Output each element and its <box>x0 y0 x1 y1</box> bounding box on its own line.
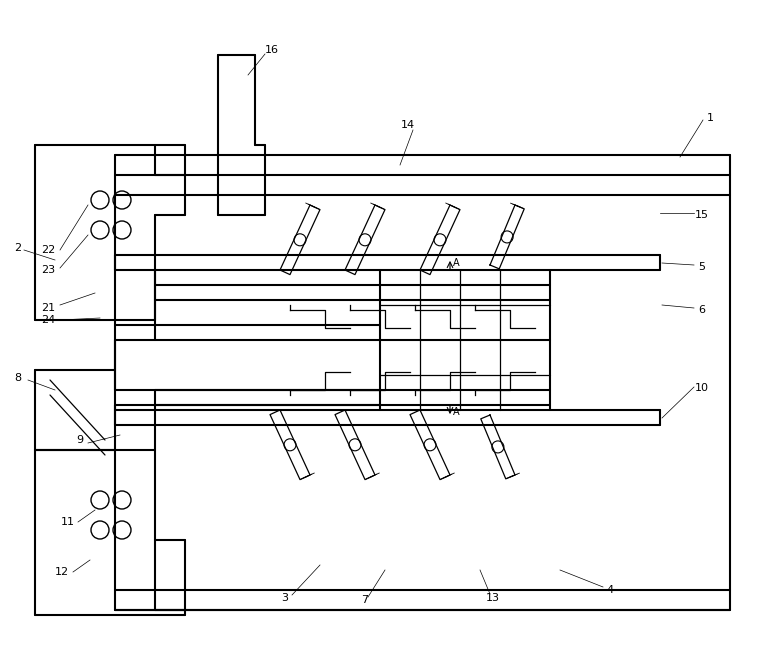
Text: A: A <box>452 258 459 268</box>
Text: 3: 3 <box>282 593 288 603</box>
Text: 4: 4 <box>607 585 613 595</box>
Text: 21: 21 <box>41 303 55 313</box>
Text: 9: 9 <box>76 435 84 445</box>
Text: 10: 10 <box>695 383 709 393</box>
Text: 6: 6 <box>698 305 706 315</box>
Text: 16: 16 <box>265 45 279 55</box>
Text: 14: 14 <box>401 120 415 130</box>
Text: 7: 7 <box>362 595 369 605</box>
Text: 1: 1 <box>707 113 713 123</box>
Text: 8: 8 <box>14 373 21 383</box>
Text: 22: 22 <box>41 245 55 255</box>
Text: 5: 5 <box>698 262 706 272</box>
Text: 11: 11 <box>61 517 75 527</box>
Text: 13: 13 <box>486 593 500 603</box>
Text: 12: 12 <box>55 567 69 577</box>
Text: 15: 15 <box>695 210 709 220</box>
Text: A: A <box>452 407 459 417</box>
Text: 23: 23 <box>41 265 55 275</box>
Text: 2: 2 <box>14 243 21 253</box>
Text: 24: 24 <box>41 315 55 325</box>
